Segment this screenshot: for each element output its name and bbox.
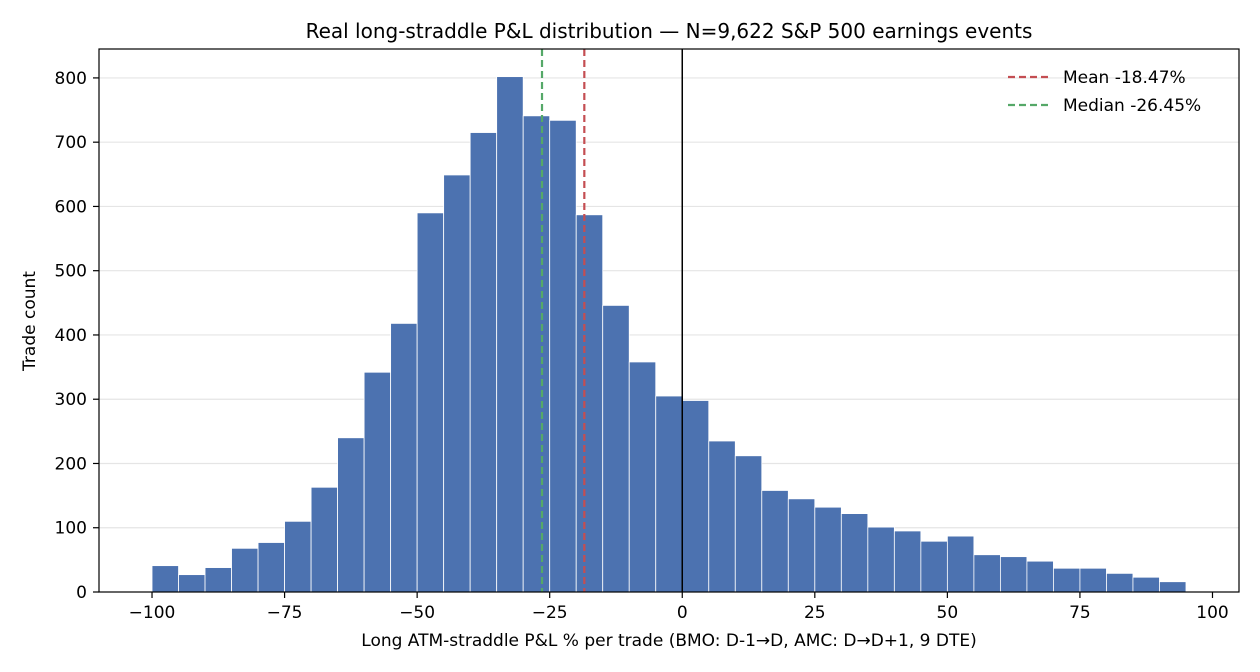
histogram-bar — [787, 498, 816, 593]
reference-lines — [540, 49, 684, 592]
histogram-bar — [1132, 576, 1160, 593]
y-axis-ticks: 0 100 200 300 400 500 600 700 800 — [55, 69, 99, 603]
x-tick-label: −100 — [129, 603, 176, 623]
y-tick-label: 800 — [55, 69, 87, 89]
histogram-bar — [151, 565, 179, 593]
plot-frame — [98, 48, 1240, 593]
histogram-bar — [999, 556, 1028, 593]
x-tick-label: −25 — [532, 603, 568, 623]
y-tick-label: 600 — [55, 197, 87, 217]
histogram-bar — [522, 115, 551, 593]
histogram-bar — [310, 486, 339, 593]
histogram-bar — [734, 455, 763, 593]
histogram-bar — [973, 554, 1001, 593]
histogram-bar — [204, 567, 232, 593]
chart-title: Real long-straddle P&L distribution — N=… — [306, 19, 1033, 43]
histogram-bar — [443, 174, 471, 593]
histogram-bar — [655, 395, 683, 593]
histogram-bar — [549, 119, 577, 593]
x-tick-label: 0 — [677, 603, 688, 623]
histogram-bar — [1053, 567, 1081, 593]
histogram-bar — [1026, 560, 1054, 593]
histogram-bar — [920, 540, 948, 593]
legend: Mean -18.47% Median -26.45% — [1008, 68, 1201, 116]
histogram-bar — [946, 535, 975, 593]
x-tick-label: −75 — [267, 603, 303, 623]
histogram-bar — [337, 437, 365, 593]
y-tick-label: 200 — [55, 454, 87, 474]
histogram-bar — [867, 526, 895, 593]
histogram-bar — [416, 212, 445, 593]
y-tick-label: 0 — [76, 583, 87, 603]
histogram-bar — [363, 371, 392, 593]
histogram-bar — [284, 520, 312, 593]
legend-label: Mean -18.47% — [1063, 68, 1186, 88]
histogram-bar — [761, 490, 789, 593]
histogram-bar — [840, 513, 869, 593]
y-axis-label: Trade count — [20, 271, 40, 372]
legend-label: Median -26.45% — [1063, 96, 1201, 116]
x-tick-label: 100 — [1196, 603, 1228, 623]
histogram-bar — [893, 530, 922, 593]
histogram-bar — [257, 542, 285, 593]
histogram-bar — [1106, 572, 1134, 593]
histogram-bar — [231, 547, 259, 593]
histogram-bar — [390, 322, 418, 593]
x-axis-ticks: −100 −75 −50 −25 0 25 50 75 100 — [129, 592, 1229, 623]
y-tick-label: 500 — [55, 262, 87, 282]
histogram-bar — [1159, 581, 1187, 593]
x-tick-label: 25 — [804, 603, 826, 623]
x-tick-label: 75 — [1069, 603, 1091, 623]
y-tick-label: 300 — [55, 390, 87, 410]
histogram-bar — [602, 304, 630, 593]
histogram-bar — [1079, 567, 1107, 593]
histogram-bar — [496, 76, 524, 593]
histogram-bars — [151, 76, 1187, 593]
x-tick-label: 50 — [937, 603, 959, 623]
histogram-bar — [178, 574, 206, 593]
y-tick-label: 400 — [55, 326, 87, 346]
histogram-bar — [628, 361, 657, 593]
histogram-bar — [814, 506, 842, 593]
x-axis-label: Long ATM-straddle P&L % per trade (BMO: … — [361, 631, 976, 651]
histogram-bar — [708, 440, 736, 593]
y-tick-label: 700 — [55, 133, 87, 153]
x-tick-label: −50 — [399, 603, 435, 623]
y-tick-label: 100 — [55, 519, 87, 539]
histogram-bar — [681, 400, 710, 593]
histogram-bar — [575, 214, 604, 593]
histogram-bar — [469, 132, 498, 593]
